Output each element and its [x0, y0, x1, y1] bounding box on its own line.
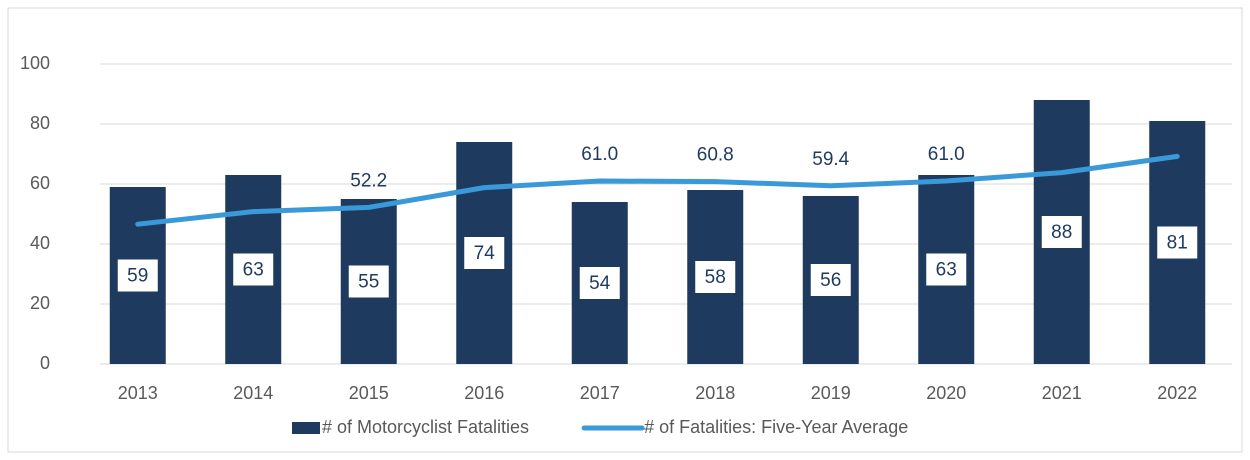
data-label: 52.2 [350, 170, 387, 191]
y-tick-label: 80 [30, 113, 50, 133]
data-label-box [579, 267, 620, 299]
y-tick-label: 60 [30, 173, 50, 193]
x-tick-label: 2016 [464, 383, 504, 403]
data-label: 56 [820, 270, 841, 291]
data-label-box [926, 253, 967, 286]
x-tick-label: 2021 [1042, 383, 1082, 403]
line [135, 153, 1180, 227]
data-label: 74 [474, 243, 496, 264]
data-label: 61.0 [928, 144, 965, 165]
data-label-box [1041, 216, 1082, 248]
data-label: 88 [1051, 222, 1072, 243]
data-label: 58 [705, 267, 726, 288]
data-label-box [1157, 226, 1198, 259]
x-tick-label: 2020 [926, 383, 966, 403]
x-tick-label: 2015 [349, 383, 389, 403]
x-tick-label: 2022 [1157, 383, 1197, 403]
x-tick-label: 2018 [695, 383, 735, 403]
data-label-box [348, 265, 389, 298]
data-label: 50.8 [235, 175, 272, 196]
data-label: 61.0 [581, 144, 618, 165]
data-label: 46.6 [119, 187, 156, 208]
data-label: 54 [589, 273, 611, 294]
data-label: 58.8 [466, 151, 503, 172]
x-tick-label: 2017 [580, 383, 620, 403]
data-label: 63.8 [1043, 136, 1080, 157]
data-label-box [464, 237, 505, 269]
legend-label: # of Motorcyclist Fatalities [322, 417, 529, 437]
data-label-box [810, 264, 851, 296]
data-label: 81 [1167, 233, 1188, 254]
legend-label: # of Fatalities: Five-Year Average [644, 417, 908, 437]
data-label: 55 [358, 272, 379, 293]
y-tick-label: 100 [20, 53, 50, 73]
y-tick-label: 40 [30, 233, 50, 253]
data-label-box [695, 261, 736, 293]
data-label: 59.4 [812, 149, 849, 170]
legend-swatch [292, 422, 320, 434]
y-tick-label: 0 [40, 353, 50, 373]
data-label-box [233, 253, 274, 286]
data-label: 69.2 [1159, 119, 1196, 140]
data-label: 63 [936, 260, 957, 281]
x-tick-label: 2014 [233, 383, 273, 403]
data-label: 59 [127, 266, 148, 287]
x-tick-label: 2019 [811, 383, 851, 403]
x-tick-label: 2013 [118, 383, 158, 403]
data-label: 63 [243, 260, 264, 281]
data-label: 60.8 [697, 145, 734, 166]
data-label-box [117, 259, 158, 292]
y-tick-label: 20 [30, 293, 50, 313]
